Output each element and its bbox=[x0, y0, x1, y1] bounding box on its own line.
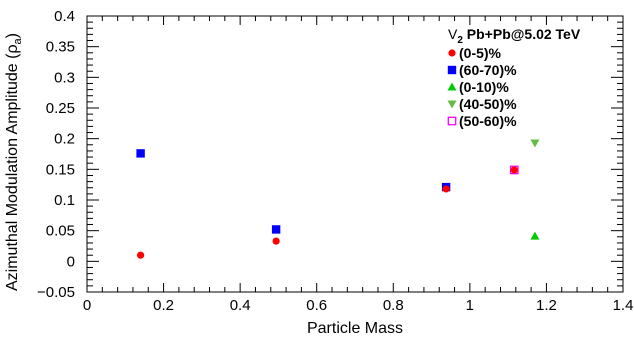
x-tick-label: 0.4 bbox=[230, 297, 251, 314]
data-point bbox=[530, 139, 540, 148]
tick-labels: 0 0.2 0.4 0.6 0.8 1 1.2 1.4 −0.05 0 0.05 0.1 0.15 0.2… bbox=[37, 8, 633, 314]
data-point bbox=[510, 166, 518, 174]
legend-label: (50-60)% bbox=[459, 113, 517, 129]
plot-frame bbox=[86, 15, 624, 293]
y-tick-label: 0.2 bbox=[54, 131, 75, 148]
x-axis-title: Particle Mass bbox=[307, 320, 403, 337]
data-point bbox=[137, 251, 145, 259]
x-tick-label: 0.8 bbox=[383, 297, 404, 314]
y-tick-label: 0.35 bbox=[46, 39, 75, 56]
data-point bbox=[530, 231, 540, 240]
tick-marks bbox=[86, 15, 624, 293]
x-tick-label: 1.2 bbox=[536, 297, 557, 314]
legend-label: (60-70)% bbox=[459, 62, 517, 78]
y-tick-label: 0.25 bbox=[46, 100, 75, 117]
x-tick-label: 0.6 bbox=[306, 297, 327, 314]
legend-label: (0-5)% bbox=[459, 45, 502, 61]
y-tick-label: 0 bbox=[67, 253, 75, 270]
legend-marker bbox=[448, 49, 456, 57]
legend-marker bbox=[447, 65, 457, 75]
y-tick-label: 0.4 bbox=[54, 8, 75, 25]
y-axis-title-main: Azimuthal Modulation Amplitude (ρ bbox=[4, 44, 21, 291]
legend-title: V2 Pb+Pb@5.02 TeV bbox=[448, 26, 581, 46]
x-tick-label: 0.2 bbox=[153, 297, 174, 314]
x-tick-label: 0 bbox=[83, 297, 91, 314]
data-point bbox=[442, 185, 450, 193]
y-tick-label: −0.05 bbox=[37, 284, 75, 301]
y-axis-title: Azimuthal Modulation Amplitude (ρa) bbox=[4, 33, 24, 291]
y-tick-label: 0.3 bbox=[54, 69, 75, 86]
y-tick-label: 0.05 bbox=[46, 223, 75, 240]
data-point bbox=[136, 149, 145, 158]
y-tick-label: 0.1 bbox=[54, 192, 75, 209]
legend: V2 Pb+Pb@5.02 TeV(0-5)%(60-70)%(0-10)%(4… bbox=[447, 26, 581, 129]
data-point bbox=[272, 237, 280, 245]
legend-label: (0-10)% bbox=[459, 79, 509, 95]
x-tick-label: 1.4 bbox=[613, 297, 634, 314]
data-point bbox=[509, 165, 519, 175]
legend-label: (40-50)% bbox=[459, 96, 517, 112]
y-axis-title-subscript: a bbox=[12, 37, 24, 44]
legend-marker bbox=[447, 116, 457, 126]
legend-marker bbox=[447, 82, 457, 91]
x-tick-label: 1 bbox=[466, 297, 474, 314]
axes bbox=[86, 15, 624, 293]
data-point bbox=[271, 225, 281, 234]
data-points bbox=[136, 139, 540, 259]
legend-marker bbox=[447, 100, 457, 109]
y-tick-label: 0.15 bbox=[46, 161, 75, 178]
y-axis-title-close: ) bbox=[4, 33, 21, 38]
